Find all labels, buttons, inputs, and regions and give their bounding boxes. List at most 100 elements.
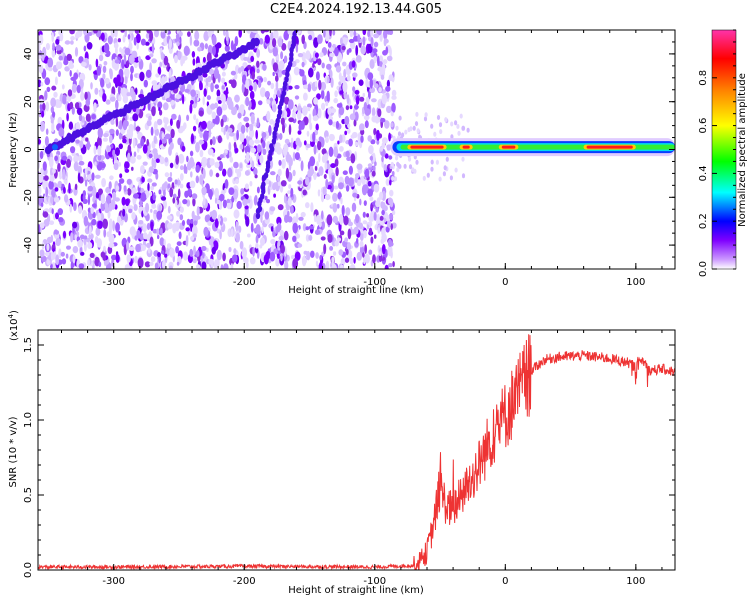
noise-cell bbox=[350, 153, 356, 164]
noise-cell bbox=[273, 182, 279, 187]
band-halo-cell bbox=[415, 111, 419, 117]
noise-cell bbox=[109, 134, 113, 144]
noise-cell bbox=[155, 128, 160, 136]
noise-cell bbox=[107, 35, 113, 45]
noise-cell bbox=[287, 197, 292, 206]
noise-cell bbox=[292, 151, 296, 162]
noise-cell bbox=[237, 67, 242, 74]
noise-cell bbox=[209, 158, 215, 166]
noise-cell bbox=[356, 251, 362, 261]
noise-cell bbox=[385, 85, 391, 92]
noise-cell bbox=[381, 244, 386, 255]
noise-cell bbox=[296, 110, 302, 121]
noise-cell bbox=[353, 105, 359, 110]
noise-cell bbox=[91, 113, 96, 120]
noise-cell bbox=[86, 140, 91, 151]
band-halo-cell bbox=[450, 134, 454, 140]
noise-cell bbox=[226, 202, 232, 210]
noise-cell bbox=[103, 61, 108, 66]
noise-cell bbox=[250, 55, 255, 63]
noise-cell bbox=[68, 63, 75, 69]
noise-cell bbox=[303, 92, 308, 101]
noise-cell bbox=[362, 36, 366, 46]
noise-cell bbox=[55, 238, 59, 246]
noise-cell bbox=[85, 137, 89, 142]
noise-cell bbox=[147, 182, 150, 192]
noise-cell bbox=[233, 209, 240, 219]
noise-cell bbox=[167, 222, 173, 230]
trace-cell bbox=[263, 172, 269, 179]
noise-cell bbox=[301, 255, 307, 267]
noise-cell bbox=[64, 55, 67, 65]
top-x-ticks: -300 -200 -100 0 100 bbox=[60, 30, 663, 288]
noise-cell bbox=[333, 185, 339, 190]
noise-cell bbox=[79, 140, 84, 149]
noise-cell bbox=[149, 261, 154, 266]
noise-cell bbox=[56, 100, 62, 108]
noise-cell bbox=[91, 218, 97, 226]
noise-cell bbox=[367, 188, 374, 197]
noise-cell bbox=[42, 161, 47, 171]
noise-cell bbox=[111, 254, 117, 261]
noise-cell bbox=[75, 139, 80, 144]
noise-cell bbox=[43, 175, 49, 182]
noise-cell bbox=[62, 94, 67, 105]
noise-cell bbox=[107, 246, 113, 254]
noise-cell bbox=[116, 74, 121, 84]
noise-cell bbox=[372, 152, 376, 163]
noise-cell bbox=[348, 177, 354, 187]
noise-cell bbox=[194, 96, 198, 104]
noise-cell bbox=[269, 251, 276, 262]
noise-cell bbox=[54, 233, 60, 240]
band-halo-cell bbox=[407, 156, 412, 162]
noise-cell bbox=[56, 49, 62, 55]
noise-cell bbox=[263, 254, 269, 265]
noise-cell bbox=[164, 121, 168, 131]
noise-cell bbox=[391, 102, 396, 113]
noise-cell bbox=[120, 30, 125, 33]
noise-cell bbox=[100, 32, 105, 41]
noise-cell bbox=[283, 55, 288, 63]
noise-cell bbox=[360, 135, 364, 143]
noise-cell bbox=[241, 83, 245, 94]
noise-cell bbox=[327, 233, 333, 243]
noise-cell bbox=[197, 75, 203, 83]
noise-cell bbox=[146, 30, 152, 34]
noise-cell bbox=[133, 36, 137, 46]
noise-cell bbox=[48, 67, 53, 72]
noise-cell bbox=[219, 193, 225, 202]
noise-cell bbox=[176, 119, 181, 129]
noise-cell bbox=[151, 106, 156, 117]
noise-cell bbox=[114, 30, 118, 38]
noise-cell bbox=[276, 90, 280, 98]
noise-cell bbox=[128, 54, 135, 64]
noise-cell bbox=[346, 94, 350, 105]
noise-cell bbox=[89, 252, 95, 258]
noise-cell bbox=[180, 57, 184, 67]
noise-cell bbox=[364, 244, 367, 254]
noise-cell bbox=[178, 153, 185, 163]
noise-cell bbox=[127, 187, 132, 196]
noise-cell bbox=[115, 99, 119, 110]
noise-cell bbox=[362, 211, 366, 218]
noise-cell bbox=[332, 192, 338, 202]
noise-cell bbox=[189, 218, 194, 224]
noise-cell bbox=[61, 119, 65, 130]
noise-cell bbox=[344, 237, 349, 243]
y-tick-label: 20 bbox=[23, 95, 34, 108]
noise-cell bbox=[236, 200, 242, 210]
noise-cell bbox=[207, 221, 212, 226]
noise-cell bbox=[223, 90, 229, 95]
noise-cell bbox=[353, 256, 356, 264]
noise-cell bbox=[112, 149, 116, 157]
noise-cell bbox=[46, 86, 51, 93]
noise-cell bbox=[302, 105, 308, 116]
noise-cell bbox=[381, 160, 385, 168]
noise-cell bbox=[199, 80, 202, 91]
noise-cell bbox=[270, 226, 274, 232]
noise-cell bbox=[255, 129, 258, 140]
noise-cell bbox=[50, 251, 54, 261]
noise-cell bbox=[86, 42, 93, 50]
y-tick-label: 0.5 bbox=[23, 487, 34, 503]
noise-cell bbox=[292, 110, 297, 120]
